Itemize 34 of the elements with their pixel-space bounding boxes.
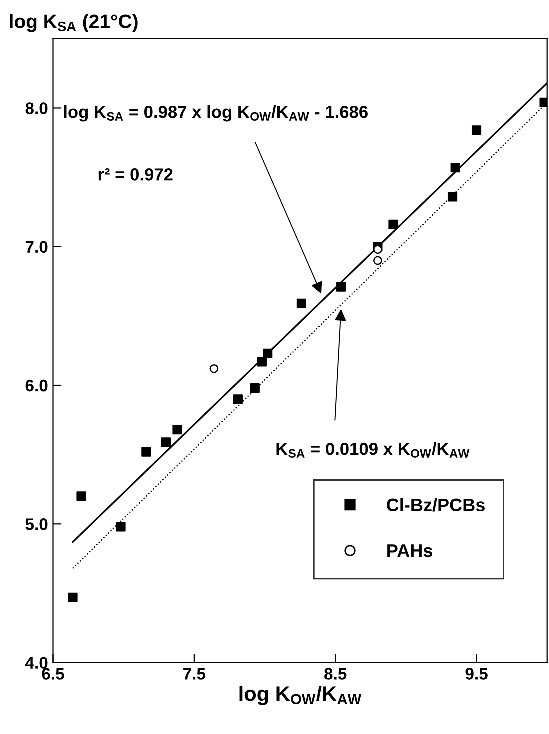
x-tick-label: 8.5 [324, 668, 347, 680]
point [172, 425, 182, 435]
point [116, 522, 126, 532]
legend-label: PAHs [388, 544, 432, 558]
y-tick-label: 5.0 [26, 518, 48, 530]
annotation: log K$_{SA}$ = 0.987 x log K$_{OW}$/K$_{AW}$ - 1.686 [64, 106, 368, 122]
y-tick-label: 8.0 [26, 102, 48, 114]
point [233, 394, 243, 404]
x-tick-label: 6.5 [42, 668, 64, 680]
point [448, 192, 458, 202]
annotation: r² = 0.972 [98, 168, 173, 181]
point [210, 364, 219, 374]
point [263, 348, 273, 358]
point [296, 298, 307, 309]
point [374, 256, 382, 266]
annotation: K$_{SA}$ = 0.0109 x K$_{OW}$/K$_{AW}$ [276, 442, 470, 458]
point [336, 282, 346, 292]
x-tick-label: 7.5 [184, 668, 206, 680]
point [388, 220, 398, 230]
y-tick-label: 6.0 [26, 380, 48, 392]
point [142, 447, 152, 457]
y-tick-label: 4.0 [25, 657, 48, 670]
x-axis-title: log K$_{OW}$/K$_{AW}$ [240, 686, 362, 706]
y-axis-title: log K$_{SA}$ (21°C) [10, 14, 138, 32]
y-tick-label: 7.0 [26, 241, 48, 254]
point [250, 383, 260, 394]
legend-label: Cl-Bz/PCBs [387, 498, 485, 512]
x-tick-label: 9.5 [466, 668, 488, 680]
point [76, 492, 86, 502]
point [472, 126, 482, 136]
point [161, 438, 171, 448]
point [68, 592, 78, 602]
point [450, 163, 460, 173]
point [257, 357, 267, 367]
